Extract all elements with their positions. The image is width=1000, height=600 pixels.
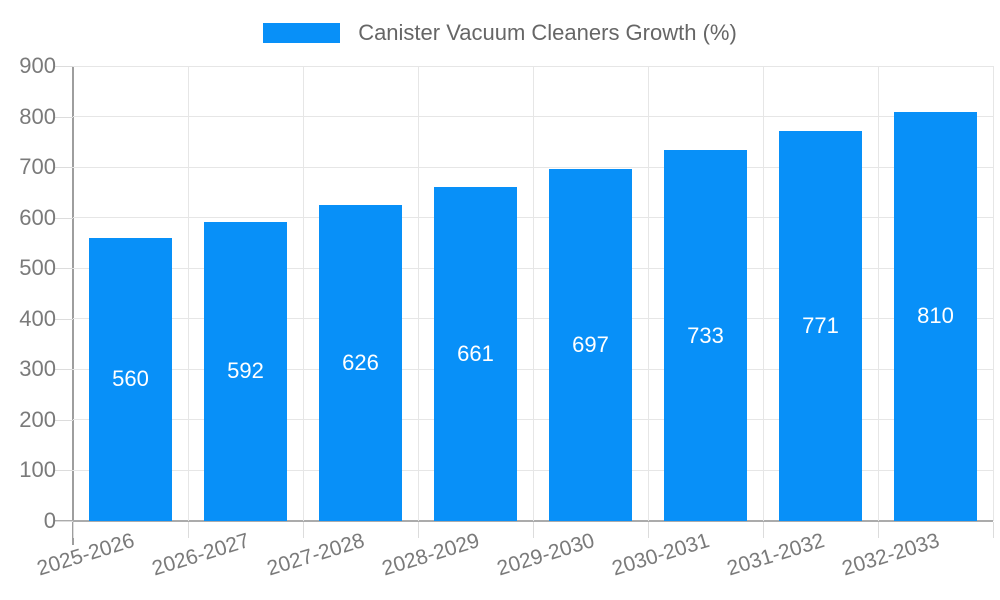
y-axis-tick <box>55 419 73 421</box>
y-axis-tick <box>55 116 73 118</box>
x-gridline <box>762 66 764 521</box>
y-axis-tick <box>55 66 73 67</box>
bar-value-label: 810 <box>917 303 954 329</box>
legend-swatch-icon[interactable] <box>263 23 341 43</box>
y-axis-tick-label: 400 <box>19 305 56 331</box>
x-axis-tick <box>303 522 304 538</box>
bar-value-label: 592 <box>227 358 264 384</box>
y-axis-tick-label: 800 <box>19 103 56 129</box>
x-axis-tick <box>878 522 879 538</box>
x-axis-tick <box>188 522 189 538</box>
x-axis-tick <box>533 522 534 538</box>
bar-value-label: 697 <box>572 331 609 357</box>
x-axis-line <box>55 520 993 522</box>
x-axis-tick <box>763 522 764 538</box>
bar[interactable]: 560 <box>89 237 172 521</box>
x-axis-category-label: 2025-2026 <box>34 529 138 581</box>
y-axis-tick-label: 700 <box>19 154 56 180</box>
bar[interactable]: 733 <box>664 150 747 521</box>
legend-label[interactable]: Canister Vacuum Cleaners Growth (%) <box>358 20 737 45</box>
x-axis-category-label: 2028-2029 <box>379 529 483 581</box>
y-axis-tick-label: 500 <box>19 255 56 281</box>
bar[interactable]: 697 <box>549 168 632 521</box>
y-axis-tick <box>55 217 73 219</box>
y-axis-tick <box>55 369 73 371</box>
x-gridline <box>647 66 649 521</box>
x-axis-category-label: 2032-2033 <box>839 529 943 581</box>
x-axis-tick <box>418 522 419 538</box>
bar[interactable]: 771 <box>779 131 862 521</box>
y-axis-tick-label: 100 <box>19 457 56 483</box>
bar-value-label: 560 <box>112 366 149 392</box>
y-axis-tick-label: 0 <box>43 508 56 533</box>
bar[interactable]: 810 <box>894 111 977 521</box>
x-axis-category-label: 2026-2027 <box>149 529 253 581</box>
y-axis-tick <box>55 470 73 472</box>
x-axis-category-label: 2031-2032 <box>724 529 828 581</box>
y-axis-tick-label: 300 <box>19 356 56 382</box>
y-axis-tick <box>55 167 73 169</box>
legend: Canister Vacuum Cleaners Growth (%) <box>0 20 1000 46</box>
bar-value-label: 733 <box>687 322 724 348</box>
bar-value-label: 661 <box>457 340 494 366</box>
y-axis-line <box>72 66 74 545</box>
bar[interactable]: 592 <box>204 221 287 521</box>
bar[interactable]: 626 <box>319 204 402 521</box>
x-gridline <box>877 66 879 521</box>
x-gridline <box>417 66 419 521</box>
x-axis-category-label: 2027-2028 <box>264 529 368 581</box>
x-gridline <box>532 66 534 521</box>
x-axis-category-label: 2030-2031 <box>609 529 713 581</box>
y-axis-tick-label: 200 <box>19 406 56 432</box>
bar-value-label: 626 <box>342 349 379 375</box>
bar[interactable]: 661 <box>434 186 517 521</box>
y-axis-tick <box>55 268 73 270</box>
y-axis-tick <box>55 521 73 522</box>
x-axis-tick <box>993 522 994 538</box>
plot-area: 560 592 626 661 697 733 771 810 <box>73 65 994 521</box>
x-gridline <box>992 66 994 521</box>
x-gridline <box>302 66 304 521</box>
x-axis-category-label: 2029-2030 <box>494 529 598 581</box>
y-axis-tick-label: 600 <box>19 204 56 230</box>
y-axis-tick-label: 900 <box>19 53 56 78</box>
x-axis-tick <box>648 522 649 538</box>
y-axis-tick <box>55 318 73 320</box>
bar-value-label: 771 <box>802 313 839 339</box>
x-axis-tick <box>73 522 74 538</box>
x-gridline <box>187 66 189 521</box>
